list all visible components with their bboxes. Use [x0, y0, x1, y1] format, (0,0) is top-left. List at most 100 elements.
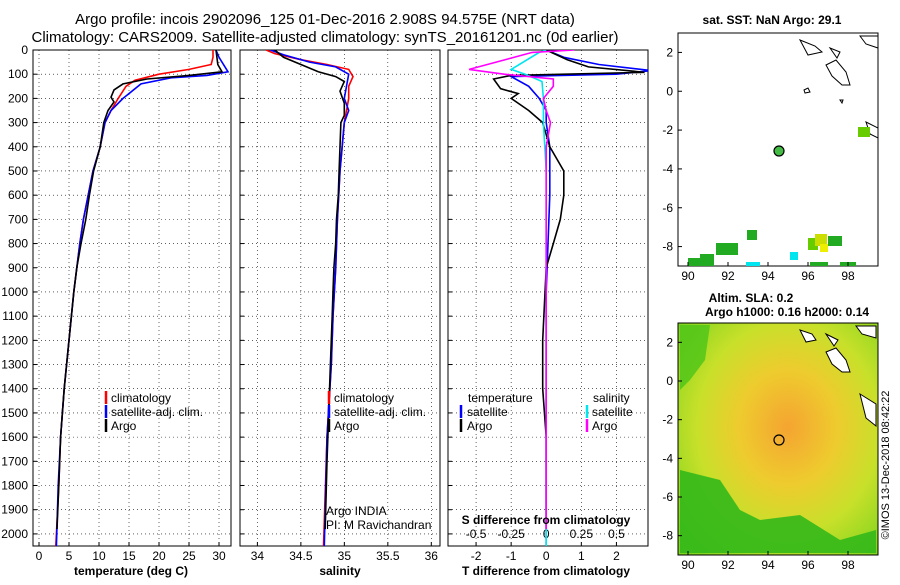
legend-label-t-argo: Argo — [467, 419, 493, 433]
map-x-tick-label: 90 — [681, 558, 695, 572]
sla-map-title: Altim. SLA: 0.2 — [709, 291, 794, 305]
series-line-s-satellite — [509, 50, 548, 546]
sla-map-subtitle: Argo h1000: 0.16 h2000: 0.14 — [705, 305, 869, 319]
map-y-tick-label: -6 — [662, 201, 673, 215]
temperature-panel-frame — [32, 49, 232, 547]
annotation-argo-india: Argo INDIA — [326, 504, 387, 518]
map-y-tick-label: -4 — [662, 451, 673, 465]
map-y-tick-label: -8 — [662, 529, 673, 543]
depth-tick-label: 1500 — [1, 406, 28, 420]
temperature-xlabel: temperature (deg C) — [74, 564, 188, 578]
map-y-tick-label: -2 — [662, 123, 673, 137]
depth-tick-label: 1000 — [1, 285, 28, 299]
sst-cell — [858, 127, 870, 137]
x-tick-label: 20 — [152, 549, 166, 563]
imos-timestamp: ©IMOS 13-Dec-2018 08:42:22 — [880, 391, 892, 540]
legend-title-salinity: salinity — [593, 391, 630, 405]
s-tick-label: -0.5 — [466, 527, 487, 541]
map-y-tick-label: -8 — [662, 240, 673, 254]
legend-label-climatology: climatology — [334, 391, 394, 405]
depth-tick-label: 0 — [21, 43, 28, 57]
depth-tick-label: 800 — [8, 237, 28, 251]
map-x-tick-label: 96 — [801, 558, 815, 572]
sst-land-islets — [803, 87, 844, 105]
map-x-tick-label: 98 — [841, 558, 855, 572]
series-line-climatology — [55, 50, 214, 546]
sst-cell — [747, 230, 757, 240]
x-tick-label: 35.5 — [376, 549, 400, 563]
difference-panel-frame — [447, 49, 649, 547]
series-line-argo — [56, 50, 224, 530]
sst-cell — [746, 262, 760, 266]
sla-low-patch-south — [680, 470, 876, 553]
sst-cell — [688, 258, 702, 266]
legend-label-satellite: satellite-adj. clim. — [111, 405, 203, 419]
legend-label-s-argo: Argo — [592, 419, 618, 433]
difference-legend: temperature satellite Argo salinity sate… — [459, 391, 633, 433]
s-tick-label: 0.5 — [608, 527, 625, 541]
depth-tick-label: 1600 — [1, 430, 28, 444]
sst-cell — [820, 244, 828, 252]
series-line-t-argo — [492, 50, 645, 530]
depth-tick-label: 1800 — [1, 479, 28, 493]
x-tick-label: 2 — [613, 549, 620, 563]
depth-tick-label: 400 — [8, 140, 28, 154]
depth-tick-label: 200 — [8, 91, 28, 105]
salinity-panel-frame — [239, 49, 441, 547]
x-tick-label: 1 — [578, 549, 585, 563]
sla-land — [799, 325, 877, 347]
depth-tick-label: 1900 — [1, 503, 28, 517]
sla-argo-marker — [773, 434, 785, 446]
series-line-satellite-adj-clim- — [270, 50, 350, 546]
subtitle: Climatology: CARS2009. Satellite-adjuste… — [32, 29, 619, 46]
x-tick-label: 35 — [338, 549, 352, 563]
sla-low-patch — [680, 325, 710, 390]
x-tick-label: 25 — [182, 549, 196, 563]
depth-tick-label: 900 — [8, 261, 28, 275]
legend-title-temperature: temperature — [468, 391, 533, 405]
sst-cell — [828, 236, 842, 246]
x-tick-label: -1 — [506, 549, 517, 563]
sst-land — [798, 35, 879, 59]
map-y-tick-label: 0 — [666, 374, 673, 388]
sla-land-sumatra — [825, 347, 851, 373]
temperature-legend: climatology satellite-adj. clim. Argo — [104, 391, 203, 433]
x-tick-label: 15 — [122, 549, 136, 563]
salinity-legend: climatology satellite-adj. clim. Argo Ar… — [326, 391, 431, 532]
map-x-tick-label: 92 — [721, 558, 735, 572]
map-y-tick-label: -2 — [662, 413, 673, 427]
x-tick-label: 5 — [66, 549, 73, 563]
map-x-tick-label: 96 — [801, 269, 815, 283]
depth-tick-label: 300 — [8, 116, 28, 130]
x-tick-label: 0 — [36, 549, 43, 563]
map-x-tick-label: 92 — [721, 269, 735, 283]
x-tick-label: -2 — [471, 549, 482, 563]
sst-cell — [815, 234, 827, 246]
salinity-xlabel: salinity — [319, 564, 361, 578]
legend-label-argo: Argo — [334, 419, 360, 433]
x-tick-label: 34.5 — [289, 549, 313, 563]
s-tick-label: -0.25 — [497, 527, 525, 541]
x-tick-label: 10 — [92, 549, 106, 563]
legend-label-climatology: climatology — [111, 391, 171, 405]
s-difference-xlabel: S difference from climatology — [462, 513, 631, 527]
sst-cell — [716, 243, 738, 255]
depth-tick-label: 1400 — [1, 382, 28, 396]
sst-cell — [808, 238, 818, 250]
main-title: Argo profile: incois 2902096_125 01-Dec-… — [75, 11, 575, 28]
sst-cell — [790, 252, 798, 260]
legend-label-s-satellite: satellite — [592, 405, 633, 419]
series-line-satellite-adj-clim- — [55, 50, 230, 546]
map-y-tick-label: 2 — [666, 335, 673, 349]
x-tick-label: 0 — [543, 549, 550, 563]
annotation-pi: PI: M Ravichandran — [326, 518, 431, 532]
depth-tick-label: 2000 — [1, 527, 28, 541]
depth-tick-label: 500 — [8, 164, 28, 178]
legend-label-t-satellite: satellite — [467, 405, 508, 419]
map-y-tick-label: 2 — [666, 45, 673, 59]
sst-cell — [810, 262, 828, 266]
depth-tick-label: 700 — [8, 212, 28, 226]
sst-map — [677, 32, 879, 267]
map-y-tick-label: 0 — [666, 84, 673, 98]
